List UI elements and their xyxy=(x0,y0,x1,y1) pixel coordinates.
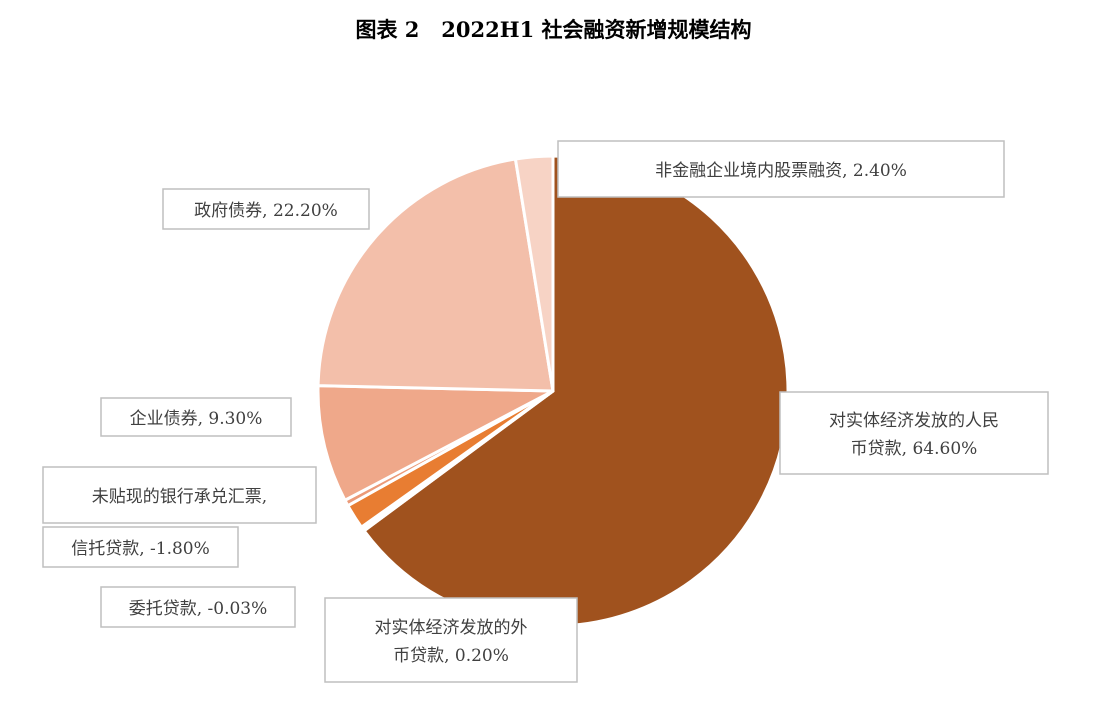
label-box-undiscounted-bills xyxy=(42,466,317,524)
pie-slice-domestic-equity xyxy=(513,154,555,393)
label-box-domestic-equity xyxy=(557,140,1005,198)
label-box-corporate-bonds xyxy=(100,397,292,437)
label-box-government-bonds xyxy=(162,188,370,230)
label-box-trust-loans xyxy=(42,526,239,568)
slice-label-entrusted-loans: 委托贷款, -0.03% xyxy=(129,599,268,619)
slice-label-corporate-bonds: 企业债券, 9.30% xyxy=(130,409,263,429)
label-box-fx-loans xyxy=(324,597,578,683)
slice-label-government-bonds: 政府债券, 22.20% xyxy=(194,201,338,221)
pie-slice-government-bonds xyxy=(316,157,555,393)
pie-slice-corporate-bonds xyxy=(316,384,555,502)
slice-label-undiscounted-bills: 未贴现的银行承兑汇票, xyxy=(92,487,267,507)
pie-slices xyxy=(316,154,790,628)
slice-label-trust-loans: 信托贷款, -1.80% xyxy=(71,539,210,559)
slice-label-domestic-equity: 非金融企业境内股票融资, 2.40% xyxy=(655,161,907,181)
slice-label-rmb-loans-line-2: 币贷款, 64.60% xyxy=(851,439,978,459)
label-box-entrusted-loans xyxy=(100,586,296,628)
slice-label-rmb-loans-line-1: 对实体经济发放的人民 xyxy=(829,411,999,431)
chart-title: 图表 2 2022H1 社会融资新增规模结构 xyxy=(355,17,752,42)
slice-label-fx-loans-line-2: 币贷款, 0.20% xyxy=(393,646,509,666)
label-box-rmb-loans xyxy=(779,391,1049,475)
slice-label-fx-loans-line-1: 对实体经济发放的外 xyxy=(375,618,528,638)
